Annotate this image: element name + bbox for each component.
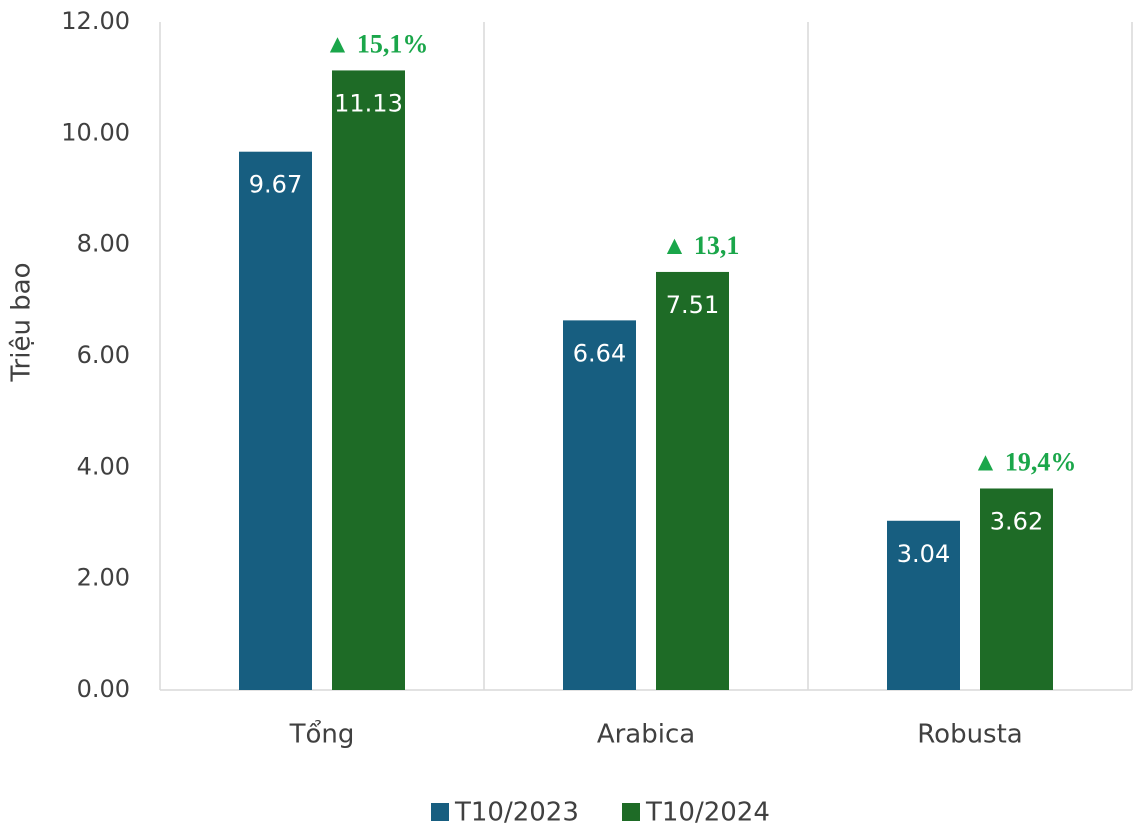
legend-label: T10/2023: [454, 798, 579, 828]
bar: [887, 520, 960, 690]
bar: [656, 271, 729, 690]
x-tick-label: Robusta: [917, 720, 1022, 750]
value-label: 7.51: [666, 291, 719, 319]
annotation: ▲ 19,4%: [973, 447, 1077, 476]
y-tick-label: 12.00: [61, 7, 130, 35]
y-tick-label: 8.00: [77, 230, 130, 258]
annotation: ▲ 13,1: [662, 231, 740, 260]
bar: [980, 488, 1053, 690]
x-tick-label: Tổng: [289, 719, 355, 750]
annotation: ▲ 15,1%: [325, 29, 429, 58]
value-label: 9.67: [249, 171, 302, 199]
y-axis-label: Triệu bao: [7, 262, 37, 382]
legend-label: T10/2024: [645, 798, 770, 828]
value-label: 3.62: [990, 507, 1043, 535]
bar: [563, 320, 636, 690]
value-label: 11.13: [334, 89, 403, 117]
y-tick-label: 0.00: [77, 675, 130, 703]
y-tick-label: 10.00: [61, 118, 130, 146]
legend-swatch: [622, 803, 640, 821]
bar: [332, 70, 405, 691]
y-tick-label: 4.00: [77, 452, 130, 480]
x-tick-label: Arabica: [597, 720, 695, 750]
y-tick-label: 2.00: [77, 564, 130, 592]
bar: [239, 151, 312, 690]
y-tick-label: 6.00: [77, 341, 130, 369]
value-label: 6.64: [573, 339, 626, 367]
legend-swatch: [431, 803, 449, 821]
value-label: 3.04: [897, 540, 950, 568]
